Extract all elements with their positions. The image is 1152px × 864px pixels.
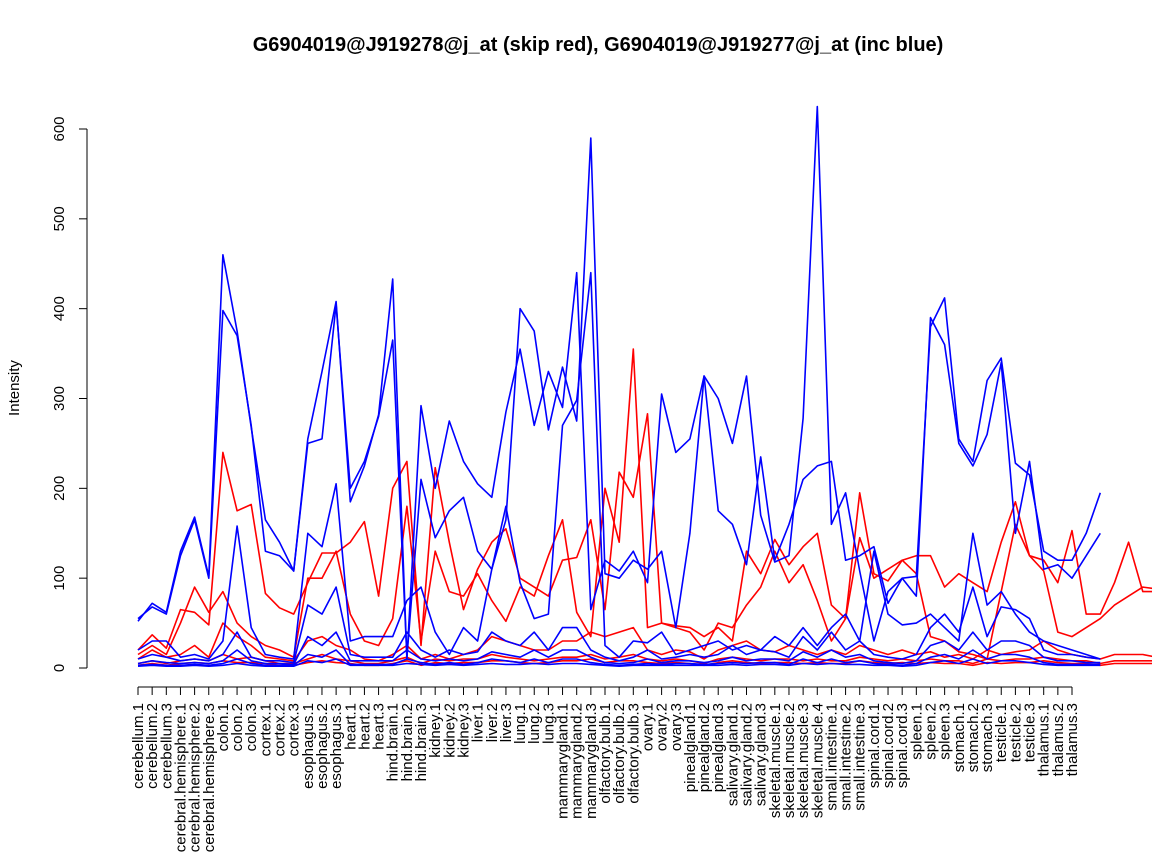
x-tick-label: skeletal.muscle.3 bbox=[795, 703, 812, 818]
x-tick-label: liver.1 bbox=[470, 703, 487, 742]
x-tick-label: small.intestine.3 bbox=[852, 703, 869, 811]
y-tick-label-100: 100 bbox=[51, 566, 68, 591]
x-tick-label: stomach.1 bbox=[951, 703, 968, 772]
x-tick-label: cerebral.hemisphere.1 bbox=[172, 703, 189, 852]
series-line-9 bbox=[137, 586, 1101, 664]
x-tick-label: mammarygland.3 bbox=[583, 703, 600, 819]
x-tick-label: olfactory.bulb.2 bbox=[611, 703, 628, 804]
x-tick-label: lung.3 bbox=[540, 703, 557, 744]
x-tick-label: thalamus.2 bbox=[1050, 703, 1067, 776]
y-tick-label-500: 500 bbox=[51, 206, 68, 231]
x-tick-label: hind.brain.1 bbox=[385, 703, 402, 781]
x-tick-label: spinal.cord.1 bbox=[866, 703, 883, 788]
x-tick-label: skeletal.muscle.1 bbox=[767, 703, 784, 818]
x-tick-label: cerebellum.3 bbox=[158, 703, 175, 789]
series-line-12 bbox=[137, 658, 1101, 668]
series-line-1 bbox=[137, 412, 1152, 651]
x-tick-label: lung.2 bbox=[526, 703, 543, 744]
x-tick-label: mammarygland.1 bbox=[555, 703, 572, 819]
x-tick-label: pinealgland.1 bbox=[682, 703, 699, 792]
x-tick-label: spinal.cord.3 bbox=[894, 703, 911, 788]
x-tick-label: kidney.3 bbox=[455, 703, 472, 758]
x-tick-label: salivary.gland.1 bbox=[724, 703, 741, 806]
x-tick-label: stomach.2 bbox=[965, 703, 982, 772]
x-tick-label: esophagus.2 bbox=[314, 703, 331, 789]
x-tick-label: spleen.3 bbox=[937, 703, 954, 760]
x-tick-label: spleen.1 bbox=[908, 703, 925, 760]
y-tick-label-0: 0 bbox=[51, 664, 68, 672]
x-tick-label: cerebral.hemisphere.3 bbox=[201, 703, 218, 852]
x-tick-label: cerebellum.1 bbox=[130, 703, 147, 789]
x-tick-label: cortex.2 bbox=[272, 703, 289, 756]
series-line-11 bbox=[137, 649, 1101, 667]
x-tick-label: salivary.gland.2 bbox=[739, 703, 756, 806]
x-tick-label: cerebral.hemisphere.2 bbox=[187, 703, 204, 852]
x-tick-label: thalamus.1 bbox=[1036, 703, 1053, 776]
x-tick-label: pinealgland.2 bbox=[696, 703, 713, 792]
x-tick-label: ovary.3 bbox=[668, 703, 685, 751]
y-tick-label-400: 400 bbox=[51, 296, 68, 321]
x-tick-label: heart.1 bbox=[342, 703, 359, 750]
x-tick-label: testicle.2 bbox=[1007, 703, 1024, 762]
x-tick-label: heart.3 bbox=[371, 703, 388, 750]
x-tick-label: colon.1 bbox=[215, 703, 232, 751]
y-tick-label-300: 300 bbox=[51, 386, 68, 411]
x-tick-label: lung.1 bbox=[512, 703, 529, 744]
x-tick-label: spleen.2 bbox=[922, 703, 939, 760]
x-tick-label: kidney.2 bbox=[441, 703, 458, 758]
x-tick-label: testicle.1 bbox=[993, 703, 1010, 762]
y-tick-label-600: 600 bbox=[51, 116, 68, 141]
x-tick-label: cortex.3 bbox=[286, 703, 303, 756]
x-tick-label: kidney.1 bbox=[427, 703, 444, 758]
x-tick-label: cerebellum.2 bbox=[144, 703, 161, 789]
x-tick-label: thalamus.3 bbox=[1064, 703, 1081, 776]
x-tick-label: ovary.1 bbox=[639, 703, 656, 751]
y-tick-label-200: 200 bbox=[51, 476, 68, 501]
x-tick-label: liver.2 bbox=[484, 703, 501, 742]
x-tick-label: testicle.3 bbox=[1022, 703, 1039, 762]
x-tick-label: heart.2 bbox=[356, 703, 373, 750]
x-tick-label: liver.3 bbox=[498, 703, 515, 742]
x-tick-label: hind.brain.2 bbox=[399, 703, 416, 781]
x-tick-label: esophagus.3 bbox=[328, 703, 345, 789]
x-tick-label: spinal.cord.2 bbox=[880, 703, 897, 788]
x-tick-label: ovary.2 bbox=[654, 703, 671, 751]
x-tick-label: colon.2 bbox=[229, 703, 246, 751]
x-tick-label: olfactory.bulb.1 bbox=[597, 703, 614, 804]
x-tick-label: olfactory.bulb.3 bbox=[625, 703, 642, 804]
x-tick-label: esophagus.1 bbox=[300, 703, 317, 789]
x-tick-label: skeletal.muscle.4 bbox=[809, 703, 826, 818]
x-tick-label: small.intestine.1 bbox=[823, 703, 840, 811]
x-tick-label: colon.3 bbox=[243, 703, 260, 751]
series-layer bbox=[137, 105, 1152, 668]
series-line-5 bbox=[137, 658, 1152, 667]
x-tick-label: hind.brain.3 bbox=[413, 703, 430, 781]
y-axis: 0 100 200 300 400 500 600 bbox=[51, 116, 88, 672]
series-line-6 bbox=[137, 254, 1102, 660]
x-tick-label: cortex.1 bbox=[257, 703, 274, 756]
x-tick-label: mammarygland.2 bbox=[569, 703, 586, 819]
x-tick-label: salivary.gland.3 bbox=[753, 703, 770, 806]
y-axis-label: Intensity bbox=[6, 360, 23, 416]
x-tick-label: skeletal.muscle.2 bbox=[781, 703, 798, 818]
x-axis: cerebellum.1cerebellum.2cerebellum.3cere… bbox=[130, 686, 1081, 852]
x-tick-label: small.intestine.2 bbox=[838, 703, 855, 811]
series-line-7 bbox=[137, 105, 1101, 659]
x-tick-label: stomach.3 bbox=[979, 703, 996, 772]
series-line-10 bbox=[137, 631, 1101, 666]
chart-title: G6904019@J919278@j_at (skip red), G69040… bbox=[253, 34, 944, 56]
series-line-8 bbox=[137, 271, 1101, 660]
x-tick-label: pinealgland.3 bbox=[710, 703, 727, 792]
